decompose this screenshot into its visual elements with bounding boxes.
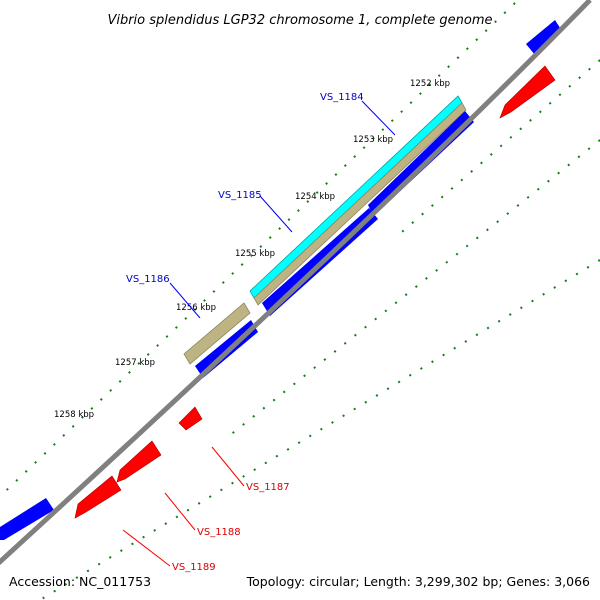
reverse-label-leaders [122,446,245,567]
highlight-bar-cyan [249,95,463,299]
inner-tick-track-lower [39,259,600,600]
highlight-track [183,95,467,365]
kbp-tick-label: 1255 kbp [235,249,275,259]
leader-line [361,100,396,136]
gene-label-vs-1186[interactable]: VS_1186 [126,274,170,285]
kbp-scale: 1252 kbp 1253 kbp 1254 kbp 1255 kbp 1256… [54,79,450,420]
outer-tick-track [0,2,516,498]
forward-gene-arrow [368,111,474,215]
reverse-gene-track [74,65,556,519]
forward-gene-labels: VS_1184 VS_1185 VS_1186 [126,92,364,285]
reverse-gene-arrow [116,440,162,483]
gene-label-vs-1187[interactable]: VS_1187 [246,482,290,493]
gene-label-vs-1185[interactable]: VS_1185 [218,190,262,201]
genome-summary-text: Topology: circular; Length: 3,299,302 bp… [246,574,590,589]
forward-gene-arrow [0,498,54,540]
kbp-tick-label: 1256 kbp [176,303,216,313]
leader-line [259,195,293,233]
highlight-bar-tan [183,302,251,365]
kbp-tick-label: 1258 kbp [54,410,94,420]
kbp-tick-label: 1254 kbp [295,192,335,202]
reverse-gene-arrow [178,406,203,431]
gene-label-vs-1184[interactable]: VS_1184 [320,92,364,103]
kbp-tick-label: 1257 kbp [115,358,155,368]
gene-label-vs-1189[interactable]: VS_1189 [172,562,216,573]
kbp-tick-label: 1253 kbp [353,135,393,145]
reverse-gene-arrow [74,475,122,519]
map-title: Vibrio splendidus LGP32 chromosome 1, co… [107,13,492,28]
leader-line [122,529,171,567]
leader-line [169,282,201,319]
kbp-tick-label: 1252 kbp [410,79,450,89]
leader-line [164,492,196,531]
gene-label-vs-1188[interactable]: VS_1188 [197,527,241,538]
chromosome-backbone [0,0,592,566]
reverse-gene-labels: VS_1187 VS_1188 VS_1189 [172,482,290,573]
forward-gene-arrow [526,20,562,55]
reverse-gene-arrow [499,65,556,119]
leader-line [211,446,245,487]
highlight-bar-tan [253,102,467,306]
forward-label-leaders [169,100,396,319]
accession-text: Accession: NC_011753 [9,574,151,589]
